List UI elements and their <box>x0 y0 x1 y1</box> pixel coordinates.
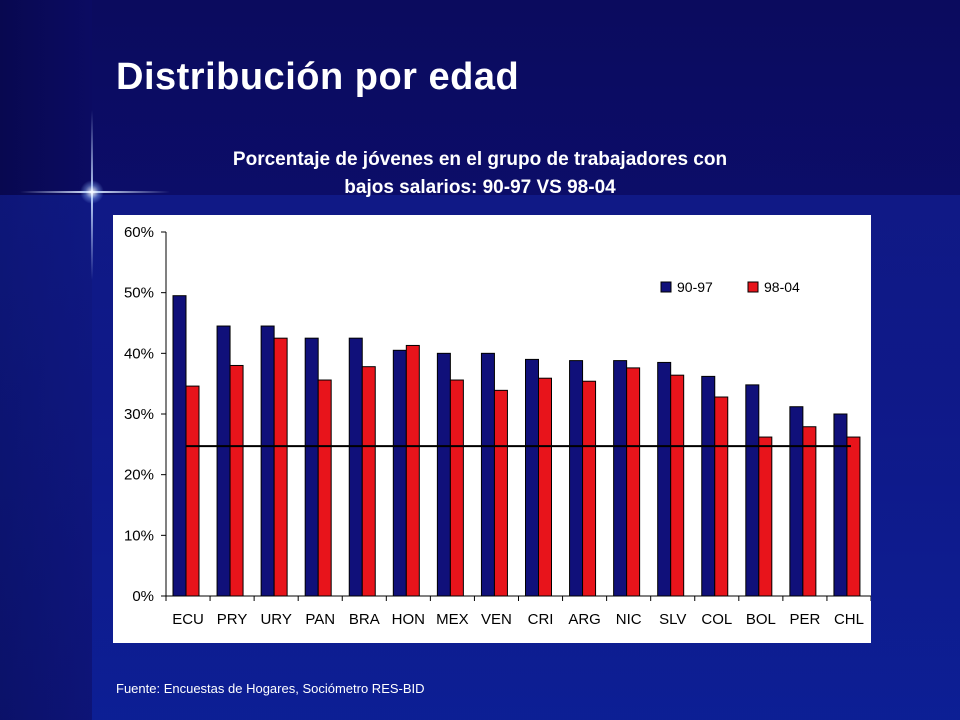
bar-90-97-bol <box>745 384 760 597</box>
bar-98-04-pan <box>317 379 332 597</box>
x-tick-label: ARG <box>568 611 601 628</box>
y-tick-label: 50% <box>124 285 154 302</box>
bar-90-97-hon <box>392 349 407 597</box>
sparkle-decoration-glow <box>80 180 104 204</box>
bar-90-97-per <box>789 406 804 597</box>
bar-98-04-hon <box>405 344 420 597</box>
x-tick-label: BRA <box>349 611 380 628</box>
bar-98-04-pry <box>229 364 244 597</box>
x-tick-label: ECU <box>172 611 204 628</box>
bar-90-97-pan <box>304 337 319 597</box>
y-tick-label: 10% <box>124 527 154 544</box>
bar-90-97-cri <box>525 358 539 597</box>
bar-98-04-mex <box>449 379 464 597</box>
x-tick-label: VEN <box>481 611 512 628</box>
bar-90-97-mex <box>436 352 451 597</box>
bar-98-04-chl <box>846 436 861 597</box>
bar-90-97-slv <box>657 361 672 597</box>
x-tick-label: PAN <box>305 611 335 628</box>
x-tick-label: MEX <box>436 611 469 628</box>
x-tick-label: COL <box>701 611 732 628</box>
bar-98-04-ven <box>493 389 508 597</box>
bar-98-04-arg <box>582 380 597 597</box>
bar-90-97-arg <box>569 360 584 597</box>
y-tick-label: 20% <box>124 467 154 484</box>
bar-98-04-ecu <box>185 385 200 597</box>
chart-panel: 0% 10% 20% 30% 40% 50% 60% ECU PRY URY PAN BRA HON ME… <box>113 215 871 643</box>
slide-title: Distribución por edad <box>116 56 520 98</box>
bar-98-04-per <box>802 426 817 597</box>
bar-90-97-pry <box>216 325 231 597</box>
legend-swatch <box>660 281 672 293</box>
source-note: Fuente: Encuestas de Hogares, Sociómetro… <box>116 681 425 696</box>
x-tick-label: NIC <box>616 611 642 628</box>
x-tick-label: HON <box>392 611 425 628</box>
x-tick-label: BOL <box>746 611 776 628</box>
y-tick-label: 60% <box>124 224 154 241</box>
bar-98-04-bra <box>361 366 376 597</box>
x-tick-label: CRI <box>528 611 554 628</box>
background-left-band <box>0 0 92 720</box>
y-tick-label: 30% <box>124 406 154 423</box>
y-tick-label: 40% <box>124 345 154 362</box>
bar-98-04-nic <box>626 367 641 597</box>
chart-title: Porcentaje de jóvenes en el grupo de tra… <box>150 146 810 202</box>
bar-90-97-col <box>701 375 716 597</box>
bar-98-04-ury <box>273 337 288 597</box>
bar-90-97-ury <box>260 325 275 597</box>
bar-90-97-chl <box>833 413 848 597</box>
bar-chart: 0% 10% 20% 30% 40% 50% 60% ECU PRY URY PAN BRA HON ME… <box>124 224 871 628</box>
bar-90-97-ven <box>480 352 495 597</box>
legend-label: 98-04 <box>764 279 800 295</box>
bar-90-97-ecu <box>172 295 187 597</box>
chart-title-line-1: Porcentaje de jóvenes en el grupo de tra… <box>232 149 728 170</box>
y-tick-label: 0% <box>132 588 154 605</box>
legend-swatch <box>747 281 759 293</box>
bar-98-04-bol <box>758 436 773 597</box>
x-tick-label: PRY <box>217 611 248 628</box>
bar-98-04-slv <box>670 374 685 597</box>
x-tick-label: CHL <box>834 611 864 628</box>
x-tick-label: SLV <box>659 611 686 628</box>
bar-90-97-bra <box>348 337 363 597</box>
x-tick-label: URY <box>260 611 291 628</box>
chart-title-line-2: bajos salarios: 90-97 VS 98-04 <box>344 177 616 198</box>
bar-90-97-nic <box>613 360 628 597</box>
legend-label: 90-97 <box>677 279 713 295</box>
bar-98-04-cri <box>538 377 552 597</box>
x-tick-label: PER <box>789 611 820 628</box>
bar-98-04-col <box>714 396 729 597</box>
